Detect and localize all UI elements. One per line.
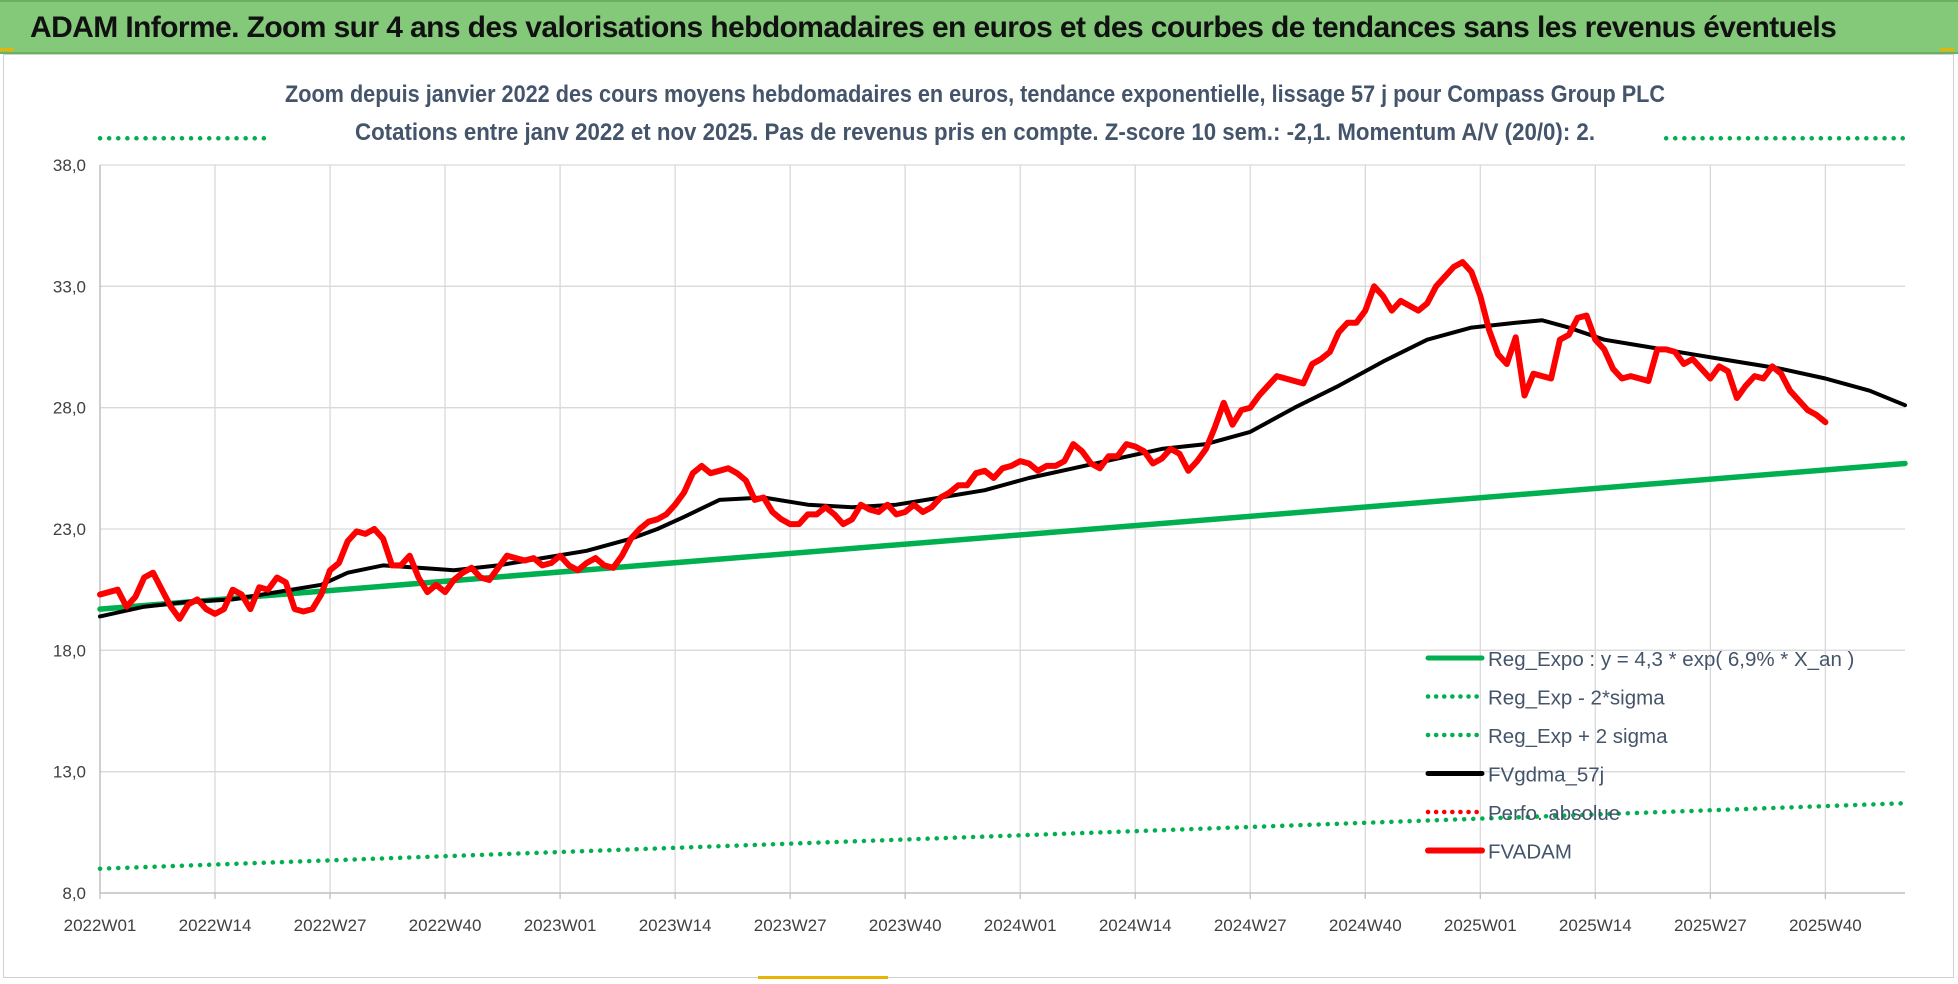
x-tick-label: 2023W27 [754, 916, 827, 935]
x-tick-label: 2025W27 [1674, 916, 1747, 935]
legend: Reg_Expo : y = 4,3 * exp( 6,9% * X_an ) R… [1425, 648, 1854, 864]
x-tick-label: 2022W01 [64, 916, 137, 935]
y-tick-label: 18,0 [53, 641, 86, 660]
y-tick-label: 33,0 [53, 277, 86, 296]
x-tick-label: 2025W40 [1789, 916, 1862, 935]
y-tick-label: 13,0 [53, 763, 86, 782]
x-tick-label: 2023W14 [639, 916, 712, 935]
x-tick-label: 2024W40 [1329, 916, 1402, 935]
grid-layer [100, 164, 1905, 893]
corner-mark-bottom-center [758, 976, 888, 979]
series-fvadam-line [97, 259, 1829, 622]
x-tick-label: 2025W14 [1559, 916, 1632, 935]
x-tick-label: 2024W27 [1214, 916, 1287, 935]
corner-mark-top-right [1940, 48, 1954, 51]
series-reg-exp-2-sigma-line [97, 800, 1908, 871]
legend-label: Reg_Expo : y = 4,3 * exp( 6,9% * X_an ) [1488, 648, 1854, 671]
x-tick-label: 2023W01 [524, 916, 597, 935]
x-tick-label: 2024W14 [1099, 916, 1172, 935]
y-tick-label: 38,0 [53, 156, 86, 175]
legend-label: Reg_Exp - 2*sigma [1488, 687, 1665, 710]
series-reg-expo-y-4-3-exp-6-9-x-an-line [97, 460, 1908, 612]
axis-layer: 8,0 13,0 18,0 23,0 28,0 33,0 38,0 2022W01 2022W1… [53, 156, 1905, 935]
y-tick-label: 8,0 [62, 884, 86, 903]
legend-label: FVgdma_57j [1488, 764, 1604, 787]
page-title: ADAM Informe. Zoom sur 4 ans des valoris… [30, 11, 1837, 44]
x-tick-label: 2022W14 [179, 916, 252, 935]
corner-mark-top-left [0, 48, 14, 51]
chart-subtitle: Cotations entre janv 2022 et nov 2025. P… [355, 119, 1595, 146]
x-tick-label: 2022W40 [409, 916, 482, 935]
x-tick-label: 2023W40 [869, 916, 942, 935]
legend-label: Reg_Exp + 2 sigma [1488, 725, 1668, 748]
chart-title: Zoom depuis janvier 2022 des cours moyen… [285, 81, 1665, 108]
legend-label: Perfo. absolue [1488, 802, 1620, 825]
header-banner: ADAM Informe. Zoom sur 4 ans des valoris… [0, 0, 1958, 54]
x-tick-label: 2022W27 [294, 916, 367, 935]
legend-label: FVADAM [1488, 841, 1572, 864]
chart-frame [3, 54, 1954, 978]
x-tick-label: 2025W01 [1444, 916, 1517, 935]
x-tick-label: 2024W01 [984, 916, 1057, 935]
series-layer [97, 136, 1908, 871]
y-tick-label: 28,0 [53, 399, 86, 418]
y-tick-label: 23,0 [53, 520, 86, 539]
